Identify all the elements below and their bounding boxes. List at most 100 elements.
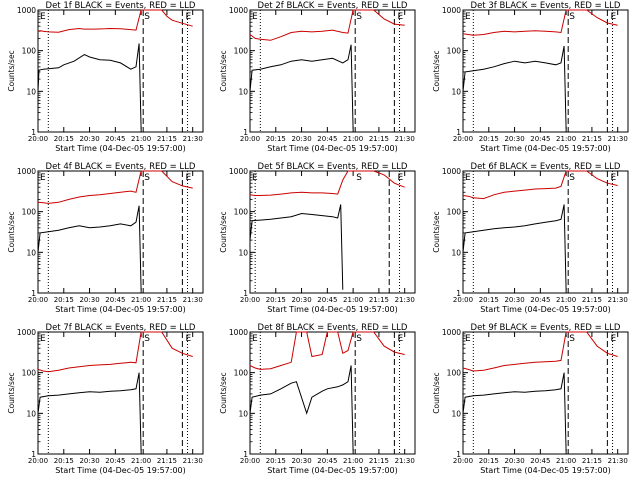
chart-title: Det 4f BLACK = Events, RED = LLD: [46, 162, 196, 172]
y-tick-label: 1000: [17, 167, 36, 176]
chart-panel-4: Det 4f BLACK = Events, RED = LLD 1 10 100 10…: [7, 162, 204, 314]
x-tick-label: 21:15: [157, 296, 177, 304]
x-tick-label: 20:30: [504, 457, 524, 465]
y-tick-label: 1: [456, 450, 461, 459]
x-tick-label: 20:45: [530, 135, 550, 143]
x-tick-label: 20:15: [54, 457, 74, 465]
x-tick-label: 21:00: [131, 135, 151, 143]
x-axis-label: Start Time (04-Dec-05 19:57:00): [55, 144, 186, 153]
annotation-label: E: [252, 12, 258, 22]
x-tick-label: 20:00: [240, 135, 260, 143]
chart-title: Det 2f BLACK = Events, RED = LLD: [258, 1, 408, 11]
series-line-red: [37, 331, 193, 373]
chart-panel-1: Det 1f BLACK = Events, RED = LLD 1 10 100 10…: [7, 1, 204, 153]
x-tick-label: 21:30: [608, 457, 628, 465]
x-tick-label: 21:30: [608, 135, 628, 143]
x-axis-label: Start Time (04-Dec-05 19:57:00): [55, 466, 186, 475]
y-tick-label: 10: [238, 87, 248, 96]
annotation-label: S: [569, 12, 575, 22]
annotation-label: E: [40, 334, 46, 344]
y-axis-label: Counts/sec: [219, 50, 228, 91]
series-line-red: [462, 170, 618, 200]
x-tick-label: 21:15: [582, 457, 602, 465]
y-axis-label: Counts/sec: [432, 372, 441, 413]
y-tick-label: 100: [22, 47, 37, 56]
x-tick-label: 21:00: [131, 296, 151, 304]
series-line-red: [462, 331, 618, 372]
y-tick-label: 10: [26, 409, 36, 418]
annotation-label: E: [185, 173, 191, 183]
x-tick-label: 20:15: [266, 457, 286, 465]
x-tick-label: 21:00: [556, 135, 576, 143]
x-tick-label: 20:15: [479, 457, 499, 465]
y-tick-label: 1: [456, 128, 461, 137]
y-tick-label: 1000: [442, 328, 461, 337]
y-tick-label: 100: [234, 208, 249, 217]
plot-frame: [249, 170, 416, 294]
y-tick-label: 1: [31, 128, 36, 137]
x-axis-label: Start Time (04-Dec-05 19:57:00): [267, 305, 398, 314]
x-tick-label: 20:15: [266, 135, 286, 143]
series-line-red: [462, 9, 618, 36]
x-tick-label: 20:30: [79, 457, 99, 465]
series-line-black: [37, 43, 142, 129]
y-axis-label: Counts/sec: [219, 211, 228, 252]
annotation-label: E: [40, 173, 46, 183]
y-tick-label: 100: [22, 369, 37, 378]
y-tick-label: 1000: [442, 6, 461, 15]
y-axis-label: Counts/sec: [432, 50, 441, 91]
series-line-black: [249, 204, 344, 290]
chart-panel-5: Det 5f BLACK = Events, RED = LLD 1 10 100 10…: [219, 162, 416, 314]
x-tick-label: 20:00: [240, 457, 260, 465]
x-tick-label: 20:15: [479, 135, 499, 143]
annotation-label: E: [252, 173, 258, 183]
y-axis-label: Counts/sec: [7, 211, 16, 252]
x-axis-label: Start Time (04-Dec-05 19:57:00): [480, 144, 611, 153]
plot-frame: [37, 170, 204, 294]
x-tick-label: 20:00: [240, 296, 260, 304]
y-tick-label: 10: [238, 248, 248, 257]
y-tick-label: 100: [447, 208, 462, 217]
x-tick-label: 20:45: [317, 296, 337, 304]
series-line-black: [462, 204, 567, 290]
series-line-black: [462, 372, 567, 451]
x-tick-label: 21:15: [582, 135, 602, 143]
chart-panel-7: Det 7f BLACK = Events, RED = LLD 1 10 100 10…: [7, 323, 204, 475]
x-tick-label: 20:15: [54, 135, 74, 143]
x-tick-label: 20:00: [28, 135, 48, 143]
x-tick-label: 20:15: [266, 296, 286, 304]
x-tick-label: 21:30: [183, 135, 203, 143]
annotation-label: S: [356, 173, 362, 183]
annotation-label: S: [144, 12, 150, 22]
x-axis-label: Start Time (04-Dec-05 19:57:00): [267, 466, 398, 475]
chart-title: Det 3f BLACK = Events, RED = LLD: [471, 1, 621, 11]
plot-frame: [249, 9, 416, 133]
y-tick-label: 10: [238, 409, 248, 418]
series-line-black: [249, 365, 354, 451]
x-axis-label: Start Time (04-Dec-05 19:57:00): [267, 144, 398, 153]
x-tick-label: 20:30: [504, 135, 524, 143]
chart-title: Det 5f BLACK = Events, RED = LLD: [258, 162, 408, 172]
chart-title: Det 6f BLACK = Events, RED = LLD: [471, 162, 621, 172]
x-tick-label: 21:15: [582, 296, 602, 304]
y-axis-label: Counts/sec: [432, 211, 441, 252]
annotation-label: E: [610, 173, 616, 183]
y-axis-label: Counts/sec: [7, 372, 16, 413]
y-tick-label: 10: [26, 87, 36, 96]
y-tick-label: 1: [243, 289, 248, 298]
x-tick-label: 21:30: [608, 296, 628, 304]
plot-frame: [462, 170, 629, 294]
y-tick-label: 10: [26, 248, 36, 257]
annotation-label: S: [356, 334, 362, 344]
chart-panel-3: Det 3f BLACK = Events, RED = LLD 1 10 100 10…: [432, 1, 629, 153]
x-tick-label: 20:30: [79, 135, 99, 143]
chart-title: Det 1f BLACK = Events, RED = LLD: [46, 1, 196, 11]
plot-frame: [37, 9, 204, 133]
x-tick-label: 20:45: [530, 296, 550, 304]
x-tick-label: 20:00: [28, 296, 48, 304]
y-tick-label: 1000: [229, 167, 248, 176]
series-line-red: [37, 9, 193, 33]
x-tick-label: 20:00: [453, 296, 473, 304]
annotation-label: E: [465, 173, 471, 183]
